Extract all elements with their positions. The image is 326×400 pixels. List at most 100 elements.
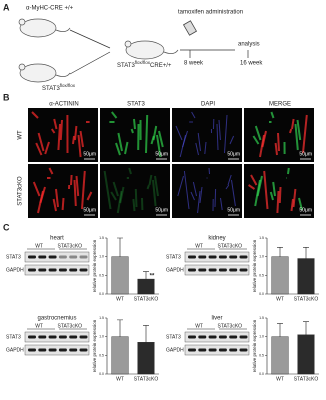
scale-bar-label: 50μm bbox=[155, 151, 168, 157]
blot-band bbox=[69, 335, 78, 339]
signal bbox=[37, 190, 44, 214]
signal bbox=[146, 184, 150, 190]
blot-band bbox=[58, 348, 67, 352]
lane-label: WT bbox=[35, 323, 43, 329]
genotype: α-MyHC-CRE +/+ bbox=[26, 6, 74, 12]
timepoint: 16 week bbox=[240, 61, 263, 67]
blot-band bbox=[229, 335, 238, 339]
genotype-base: STAT3 bbox=[42, 86, 60, 92]
blot-band bbox=[48, 348, 57, 352]
micrograph bbox=[172, 164, 242, 218]
blot-band bbox=[69, 348, 78, 352]
signal bbox=[292, 188, 297, 208]
blot-band bbox=[239, 268, 248, 272]
blot-band bbox=[198, 335, 207, 339]
signal bbox=[59, 119, 63, 141]
bar bbox=[297, 334, 315, 375]
signal bbox=[224, 114, 228, 154]
signal bbox=[220, 197, 223, 211]
blot-strip bbox=[24, 344, 90, 356]
panel-label: B bbox=[3, 92, 10, 102]
y-tick-label: 1.0 bbox=[99, 255, 104, 259]
protein-label: GAPDH bbox=[6, 347, 24, 353]
signal bbox=[276, 190, 280, 214]
error-bar bbox=[143, 271, 149, 280]
signal bbox=[55, 188, 59, 208]
bar bbox=[111, 336, 129, 375]
genotype: STAT3flox/floxCRE+/+ bbox=[117, 60, 172, 68]
blot-band bbox=[218, 268, 227, 272]
mouse-icon bbox=[18, 18, 179, 83]
signal bbox=[48, 167, 54, 175]
row-label: WT bbox=[18, 130, 24, 140]
signal bbox=[197, 132, 201, 152]
signal bbox=[86, 191, 93, 201]
lane-label: STAT3cKO bbox=[58, 323, 83, 329]
row-label: STAT3cKO bbox=[18, 176, 24, 206]
blot-band bbox=[28, 348, 36, 352]
blot-band bbox=[188, 268, 196, 272]
blot-band bbox=[208, 348, 217, 352]
blot-band bbox=[218, 335, 227, 339]
blot-band bbox=[58, 335, 67, 339]
signal bbox=[77, 134, 82, 158]
signal bbox=[192, 181, 197, 197]
signal bbox=[287, 167, 290, 175]
micrograph bbox=[172, 108, 242, 162]
blot-band bbox=[218, 348, 227, 352]
blot-band bbox=[28, 268, 36, 272]
blot-band bbox=[239, 335, 248, 339]
signal bbox=[124, 141, 129, 155]
signal bbox=[277, 132, 280, 152]
signal bbox=[61, 197, 65, 211]
signal bbox=[296, 119, 302, 141]
signal bbox=[274, 142, 278, 156]
blot-band bbox=[38, 255, 47, 259]
signal bbox=[50, 128, 56, 134]
signal bbox=[270, 111, 275, 119]
tissue-title: gastrocnemius bbox=[37, 316, 76, 322]
lane-label: WT bbox=[195, 323, 203, 329]
signal bbox=[53, 118, 58, 130]
timepoint: 8 week bbox=[184, 61, 204, 67]
y-tick-label: 0.5 bbox=[99, 353, 104, 357]
panel-label: A bbox=[3, 2, 10, 12]
signal bbox=[128, 167, 132, 175]
signal bbox=[263, 170, 269, 210]
blot-strip bbox=[24, 264, 90, 276]
signal bbox=[132, 198, 136, 212]
protein-label: STAT3 bbox=[166, 254, 181, 260]
x-tick-label: WT bbox=[116, 376, 124, 382]
blot-strip bbox=[24, 251, 90, 263]
signal bbox=[290, 198, 294, 212]
scale-bar-label: 50μm bbox=[83, 207, 96, 213]
blot-band bbox=[69, 255, 78, 259]
error-bar bbox=[117, 237, 123, 257]
signal bbox=[252, 135, 260, 145]
signal bbox=[152, 179, 157, 207]
error-bar bbox=[303, 247, 309, 259]
blot-band bbox=[58, 255, 67, 259]
protein-label: GAPDH bbox=[166, 347, 184, 353]
signal bbox=[216, 123, 219, 151]
protein-label: GAPDH bbox=[6, 267, 24, 273]
micrograph bbox=[100, 108, 170, 162]
blot-band bbox=[218, 255, 227, 259]
x-tick-label: WT bbox=[276, 376, 284, 382]
blot-strip bbox=[184, 251, 250, 263]
lane-label: STAT3cKO bbox=[58, 243, 83, 249]
lane-label: STAT3cKO bbox=[218, 323, 243, 329]
blot-band bbox=[38, 348, 47, 352]
x-tick-label: STAT3cKO bbox=[294, 296, 319, 302]
lane-label: STAT3cKO bbox=[218, 243, 243, 249]
tissue-title: liver bbox=[211, 316, 222, 322]
signal bbox=[204, 141, 207, 155]
scale-bar-label: 50μm bbox=[299, 151, 312, 157]
genotype-sup: flox/flox bbox=[60, 83, 76, 88]
signal bbox=[134, 188, 138, 208]
signal bbox=[294, 123, 299, 151]
signal bbox=[57, 123, 61, 151]
blot-band bbox=[48, 335, 57, 339]
tissue-title: heart bbox=[50, 236, 64, 242]
signal bbox=[112, 181, 119, 197]
